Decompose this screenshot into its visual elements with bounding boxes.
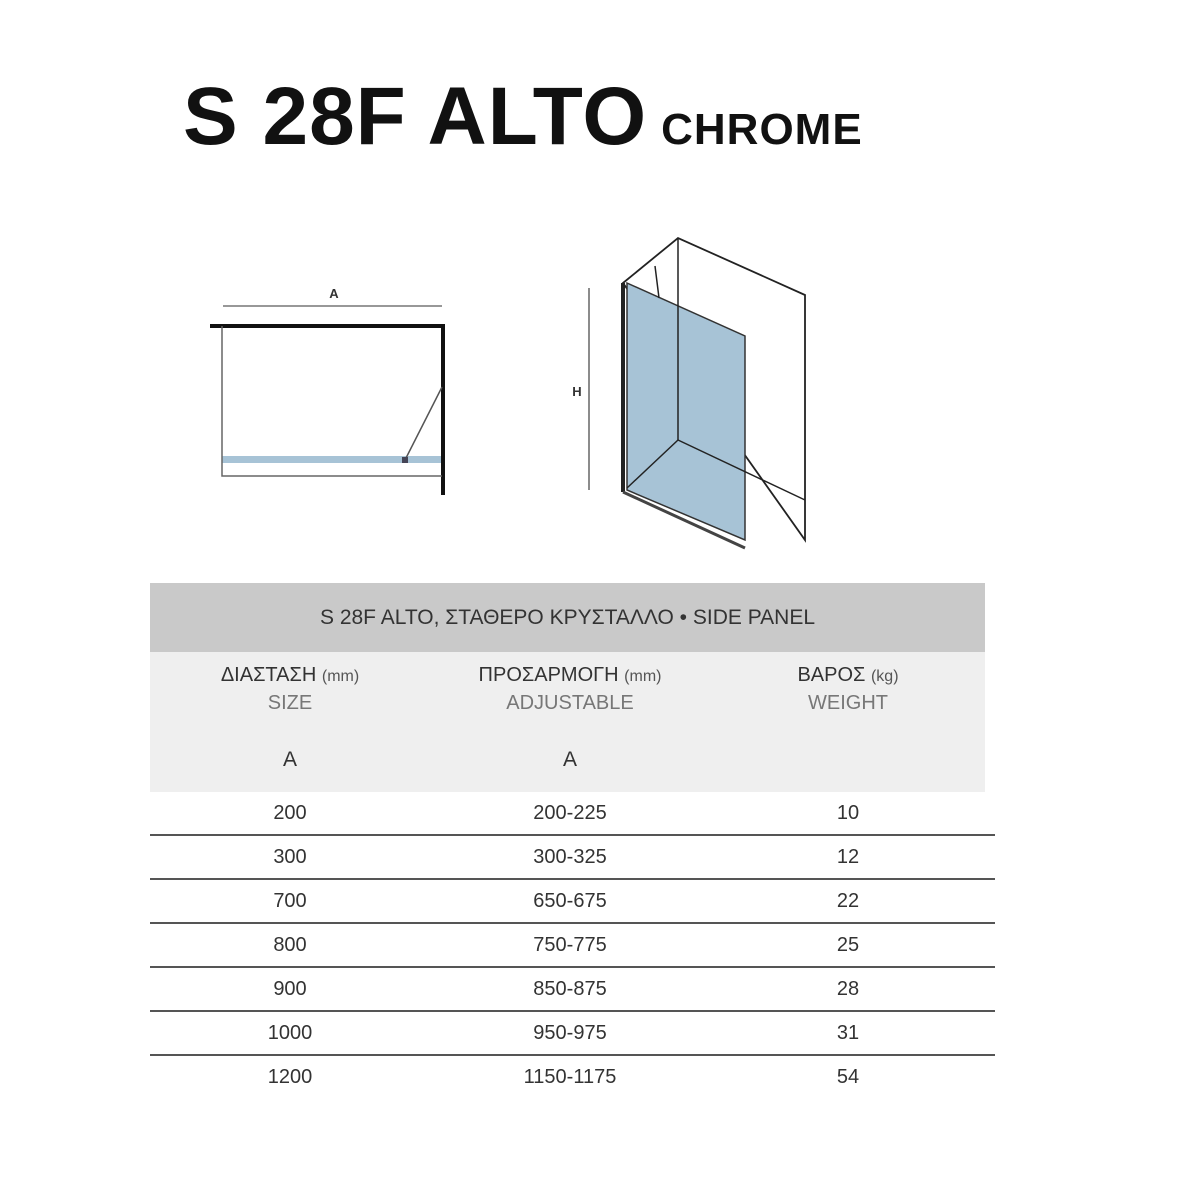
dimension-label-a: A (329, 286, 339, 301)
model-name: S 28F ALTO (183, 71, 648, 162)
cell-size: 300 (273, 846, 307, 868)
plan-view-diagram: A (210, 286, 445, 495)
cell-weight: 28 (836, 978, 860, 1000)
cell-size: 1200 (267, 1066, 313, 1088)
cell-size: 800 (273, 934, 307, 956)
cell-size: 200 (273, 802, 307, 824)
finish-name: CHROME (661, 105, 863, 154)
table-caption: S 28F ALTO, ΣΤΑΘΕΡΟ ΚΡΥΣΤΑΛΛΟ • SIDE PAN… (150, 583, 985, 652)
cell-weight: 25 (836, 934, 860, 956)
cell-size: 900 (273, 978, 307, 1000)
cell-size: 1000 (267, 1022, 313, 1044)
table-row: 900 850-875 28 (150, 968, 995, 1012)
header-size-greek: ΔΙΑΣΤΑΣΗ (mm) (220, 664, 360, 686)
dimension-label-h: H (572, 384, 581, 399)
elevation-view-diagram: H (572, 236, 806, 550)
glass-panel-plan (222, 456, 442, 463)
table-header: ΔΙΑΣΤΑΣΗ (mm) ΠΡΟΣΑΡΜΟΓΗ (mm) ΒΑΡΟΣ (kg)… (150, 652, 985, 792)
header-adjustable-dim: A (562, 748, 577, 771)
cell-size: 700 (273, 890, 307, 912)
cell-adjustable: 850-875 (533, 978, 607, 1000)
cell-weight: 12 (836, 846, 860, 868)
spec-table: S 28F ALTO, ΣΤΑΘΕΡΟ ΚΡΥΣΤΑΛΛΟ • SIDE PAN… (150, 583, 995, 1098)
header-weight: WEIGHT (808, 692, 888, 714)
table-row: 1200 1150-1175 54 (150, 1056, 995, 1098)
cell-weight: 54 (836, 1066, 860, 1088)
cell-adjustable: 650-675 (533, 890, 607, 912)
header-size-dim: A (282, 748, 297, 771)
table-body: 200 200-225 10 300 300-325 12 700 650-675 22 800 7… (150, 792, 995, 1098)
cell-weight: 31 (836, 1022, 860, 1044)
table-row: 800 750-775 25 (150, 924, 995, 968)
cell-adjustable: 1150-1175 (523, 1066, 617, 1088)
cell-adjustable: 200-225 (533, 802, 607, 824)
glass-panel-3d (626, 281, 746, 542)
cell-weight: 22 (836, 890, 860, 912)
table-row: 200 200-225 10 (150, 792, 995, 836)
header-size: SIZE (267, 692, 313, 714)
cell-adjustable: 300-325 (533, 846, 607, 868)
diagrams: A H (210, 236, 806, 550)
table-row: 1000 950-975 31 (150, 1012, 995, 1056)
header-adjustable-greek: ΠΡΟΣΑΡΜΟΓΗ (mm) (478, 664, 662, 686)
product-title: S 28F ALTO CHROME (183, 70, 863, 164)
table-row: 700 650-675 22 (150, 880, 995, 924)
cell-adjustable: 950-975 (533, 1022, 607, 1044)
cell-weight: 10 (836, 802, 860, 824)
header-weight-greek: ΒΑΡΟΣ (kg) (797, 664, 899, 686)
cell-adjustable: 750-775 (533, 934, 607, 956)
header-adjustable: ADJUSTABLE (506, 692, 634, 714)
table-row: 300 300-325 12 (150, 836, 995, 880)
